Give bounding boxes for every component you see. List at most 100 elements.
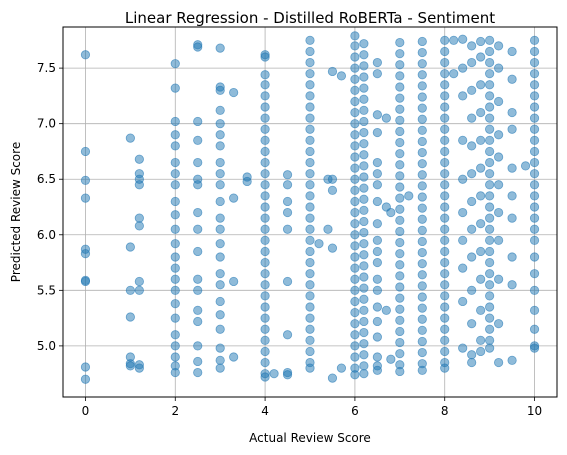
scatter-point [215, 196, 225, 207]
scatter-point [476, 219, 486, 229]
scatter-point [507, 252, 517, 262]
scatter-point [282, 330, 293, 340]
scatter-point [476, 335, 486, 345]
scatter-point [359, 183, 369, 193]
scatter-point [305, 35, 315, 45]
scatter-point [485, 102, 495, 112]
scatter-point [485, 313, 495, 323]
y-tick-label: 7.5 [37, 61, 56, 75]
scatter-point [485, 235, 495, 245]
scatter-point [485, 191, 495, 201]
scatter-point [372, 285, 382, 295]
scatter-point [529, 324, 540, 334]
scatter-point [215, 157, 225, 168]
scatter-point [440, 202, 450, 212]
scatter-point [350, 141, 360, 151]
scatter-point [350, 370, 360, 380]
scatter-point [305, 157, 315, 168]
scatter-point [350, 285, 360, 295]
scatter-point [372, 157, 382, 168]
scatter-point [529, 224, 540, 234]
scatter-point [395, 137, 405, 148]
scatter-point [350, 52, 360, 62]
scatter-point [260, 335, 270, 345]
scatter-point [381, 305, 391, 315]
scatter-point [282, 370, 293, 380]
scatter-point [305, 269, 315, 279]
scatter-point [170, 59, 180, 69]
scatter-point [529, 69, 540, 79]
scatter-point [215, 355, 225, 365]
scatter-point [529, 91, 540, 101]
plot-frame [62, 26, 558, 398]
scatter-point [215, 169, 225, 179]
scatter-point [395, 293, 405, 303]
scatter-point [170, 313, 180, 323]
scatter-point [215, 269, 225, 279]
scatter-point [125, 312, 135, 322]
scatter-point [125, 242, 135, 252]
scatter-point [467, 319, 477, 329]
scatter-point [395, 193, 405, 203]
scatter-point [359, 50, 369, 60]
scatter-point [458, 296, 468, 307]
scatter-point [372, 127, 382, 138]
scatter-point [350, 207, 360, 218]
scatter-point [359, 339, 369, 349]
scatter-point [417, 125, 427, 135]
scatter-point [80, 175, 91, 185]
scatter-point [229, 352, 239, 362]
scatter-point [305, 135, 315, 145]
scatter-point [305, 191, 315, 201]
scatter-point [485, 291, 495, 301]
scatter-point [359, 316, 369, 327]
scatter-point [529, 124, 540, 134]
scatter-point [193, 42, 203, 52]
scatter-point [350, 152, 360, 162]
scatter-point [260, 80, 270, 90]
scatter-point [485, 302, 495, 312]
scatter-point [350, 219, 360, 229]
scatter-point [372, 352, 382, 362]
scatter-point [440, 235, 450, 245]
scatter-point [170, 83, 180, 93]
scatter-point [327, 185, 338, 195]
scatter-point [170, 299, 180, 309]
scatter-point [350, 174, 360, 184]
scatter-point [440, 80, 450, 90]
scatter-point [417, 347, 427, 358]
scatter-point [170, 224, 180, 234]
scatter-point [395, 160, 405, 170]
scatter-point [260, 346, 270, 357]
scatter-point [350, 96, 360, 107]
scatter-point [215, 239, 225, 249]
scatter-point [170, 157, 180, 168]
scatter-point [80, 374, 91, 384]
scatter-point [359, 305, 369, 315]
scatter-point [359, 369, 369, 379]
y-tick-label: 5.5 [37, 283, 56, 297]
scatter-point [350, 130, 360, 140]
scatter-point [417, 181, 427, 191]
scatter-point [193, 305, 203, 315]
scatter-point [193, 135, 203, 145]
scatter-point [372, 219, 382, 229]
scatter-point [170, 352, 180, 362]
scatter-point [260, 157, 270, 168]
scatter-point [260, 302, 270, 312]
scatter-point [494, 319, 504, 329]
scatter-point [395, 93, 405, 103]
scatter-point [529, 35, 540, 45]
scatter-point [476, 274, 486, 284]
scatter-point [507, 124, 517, 134]
scatter-point [417, 365, 427, 375]
scatter-point [269, 369, 279, 379]
scatter-point [260, 135, 270, 145]
scatter-point [485, 213, 495, 223]
scatter-point [260, 91, 270, 101]
scatter-point [507, 163, 517, 173]
scatter-point [215, 296, 225, 307]
scatter-point [395, 237, 405, 248]
scatter-point [485, 335, 495, 345]
scatter-point [440, 335, 450, 345]
